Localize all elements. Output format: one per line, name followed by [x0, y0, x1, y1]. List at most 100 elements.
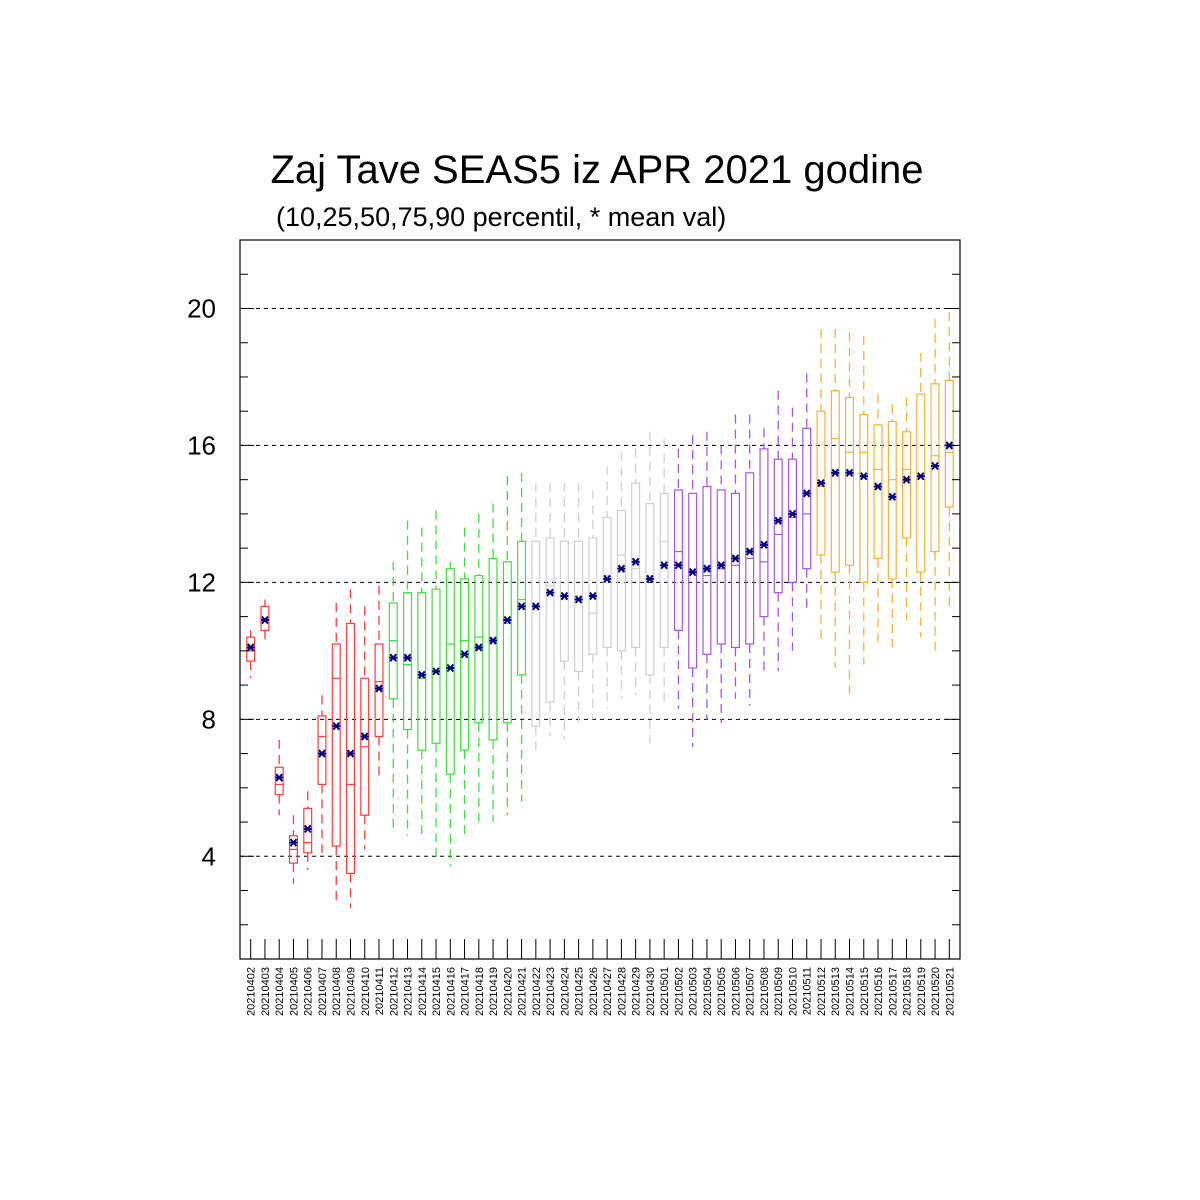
- x-tick-label: 20210426: [588, 967, 600, 1016]
- x-tick-label: 20210405: [288, 967, 300, 1016]
- box-20210510: [787, 407, 797, 651]
- mean-marker: [517, 602, 526, 611]
- iqr-box: [802, 427, 812, 570]
- y-tick-label: 20: [187, 293, 216, 323]
- iqr-box: [944, 379, 954, 508]
- box-20210416: [445, 561, 455, 867]
- mean-marker: [275, 773, 284, 782]
- box-20210418: [474, 513, 484, 826]
- iqr-box: [417, 592, 427, 751]
- y-tick-label: 4: [202, 841, 216, 871]
- iqr-box: [602, 516, 612, 649]
- mean-marker: [717, 561, 726, 570]
- box-20210514: [844, 332, 855, 696]
- mean-stroke: [802, 489, 811, 498]
- iqr-box: [859, 414, 869, 583]
- mean-markers: [246, 441, 954, 847]
- x-tick-label: 20210521: [944, 967, 956, 1016]
- box-20210412: [388, 561, 398, 833]
- x-tick-label: 20210513: [830, 967, 842, 1016]
- mean-stroke: [888, 492, 897, 501]
- mean-marker: [588, 591, 597, 601]
- mean-marker: [503, 615, 512, 625]
- iqr-box: [517, 540, 527, 676]
- x-tick-label: 20210413: [403, 967, 415, 1016]
- iqr-box: [631, 482, 641, 649]
- mean-marker: [332, 722, 341, 731]
- mean-marker: [816, 478, 825, 488]
- x-tick-label: 20210503: [688, 967, 700, 1016]
- iqr-box: [474, 574, 484, 724]
- x-tick-label: 20210510: [787, 967, 799, 1016]
- box-20210502: [673, 448, 683, 710]
- mean-stroke: [246, 643, 255, 652]
- mean-stroke: [517, 602, 526, 611]
- mean-marker: [574, 595, 583, 604]
- iqr-box: [702, 485, 712, 655]
- box-20210508: [759, 428, 769, 675]
- mean-stroke: [646, 574, 654, 584]
- box-20210406: [303, 791, 313, 870]
- mean-marker: [731, 554, 740, 563]
- mean-marker: [417, 670, 426, 679]
- box-20210504: [702, 431, 712, 720]
- mean-marker: [375, 684, 384, 693]
- iqr-box: [759, 448, 769, 618]
- mean-marker: [617, 564, 626, 573]
- mean-stroke: [574, 595, 583, 604]
- x-tick-label: 20210504: [702, 967, 714, 1016]
- chart-subtitle: (10,25,50,75,90 percentil, * mean val): [276, 202, 727, 232]
- x-tick-label: 20210508: [759, 967, 771, 1016]
- box-20210429: [631, 448, 641, 696]
- iqr-box: [374, 643, 384, 738]
- box-20210426: [588, 489, 598, 720]
- x-tick-label: 20210519: [916, 967, 928, 1016]
- plot-frame: [239, 239, 961, 960]
- iqr-box: [730, 492, 740, 649]
- iqr-box: [317, 715, 327, 785]
- box-20210422: [531, 483, 541, 754]
- mean-stroke: [503, 615, 512, 625]
- iqr-box: [246, 636, 256, 662]
- box-20210410: [360, 606, 370, 850]
- x-tick-label: 20210428: [616, 967, 628, 1016]
- mean-stroke: [589, 591, 597, 601]
- iqr-box: [830, 390, 840, 573]
- mean-marker: [246, 643, 255, 652]
- box-20210521: [944, 311, 954, 610]
- mean-stroke: [845, 468, 854, 477]
- mean-stroke: [475, 643, 483, 652]
- x-tick-label: 20210502: [673, 967, 685, 1016]
- mean-stroke: [389, 653, 398, 662]
- mean-marker: [403, 653, 412, 662]
- mean-stroke: [660, 561, 668, 570]
- mean-stroke: [674, 561, 683, 570]
- iqr-box: [716, 489, 726, 645]
- iqr-box: [331, 643, 341, 847]
- x-tick-label: 20210422: [531, 967, 543, 1016]
- mean-stroke: [460, 650, 469, 659]
- mean-stroke: [261, 615, 269, 625]
- mean-stroke: [931, 461, 939, 471]
- x-tick-label: 20210501: [659, 967, 671, 1016]
- box-20210423: [545, 483, 555, 737]
- x-tick-label: 20210424: [559, 967, 571, 1016]
- mean-marker: [702, 564, 711, 573]
- mean-stroke: [731, 554, 740, 563]
- x-tick-label: 20210411: [374, 967, 386, 1015]
- x-tick-label: 20210514: [845, 967, 857, 1016]
- x-tick-label: 20210419: [488, 967, 500, 1016]
- mean-stroke: [375, 684, 383, 693]
- mean-marker: [289, 838, 298, 847]
- box-20210505: [716, 445, 726, 723]
- box-20210511: [802, 373, 812, 610]
- tick-labels: 4 8 12 16 20 20210402 20210403 20210404 20210405…: [187, 293, 956, 1015]
- iqr-box: [431, 588, 441, 744]
- mean-marker: [603, 574, 612, 584]
- mean-marker: [631, 557, 640, 566]
- iqr-box: [930, 383, 940, 553]
- mean-stroke: [303, 824, 312, 834]
- mean-marker: [432, 667, 441, 676]
